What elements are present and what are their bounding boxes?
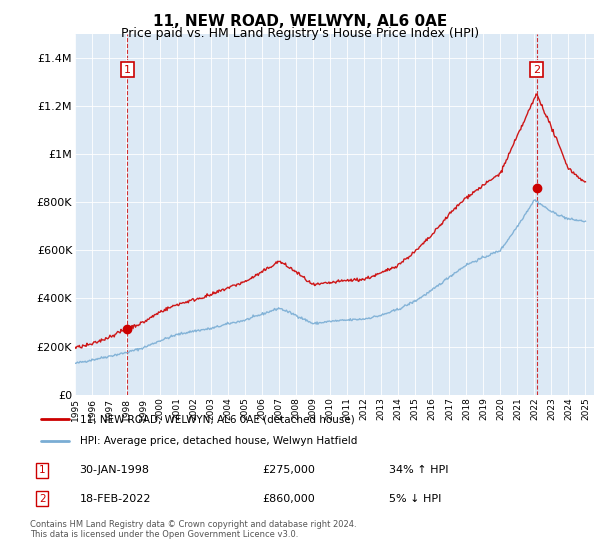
Text: 11, NEW ROAD, WELWYN, AL6 0AE (detached house): 11, NEW ROAD, WELWYN, AL6 0AE (detached … [80,414,355,424]
Text: £860,000: £860,000 [262,494,314,503]
Text: 30-JAN-1998: 30-JAN-1998 [80,465,149,475]
Text: 2: 2 [39,494,46,503]
Text: 18-FEB-2022: 18-FEB-2022 [80,494,151,503]
Text: 2: 2 [533,65,540,74]
Text: Price paid vs. HM Land Registry's House Price Index (HPI): Price paid vs. HM Land Registry's House … [121,27,479,40]
Text: 34% ↑ HPI: 34% ↑ HPI [389,465,448,475]
Text: 11, NEW ROAD, WELWYN, AL6 0AE: 11, NEW ROAD, WELWYN, AL6 0AE [153,14,447,29]
Text: 1: 1 [39,465,46,475]
Text: £275,000: £275,000 [262,465,315,475]
Text: HPI: Average price, detached house, Welwyn Hatfield: HPI: Average price, detached house, Welw… [80,436,357,446]
Text: Contains HM Land Registry data © Crown copyright and database right 2024.
This d: Contains HM Land Registry data © Crown c… [30,520,356,539]
Text: 5% ↓ HPI: 5% ↓ HPI [389,494,441,503]
Text: 1: 1 [124,65,131,74]
